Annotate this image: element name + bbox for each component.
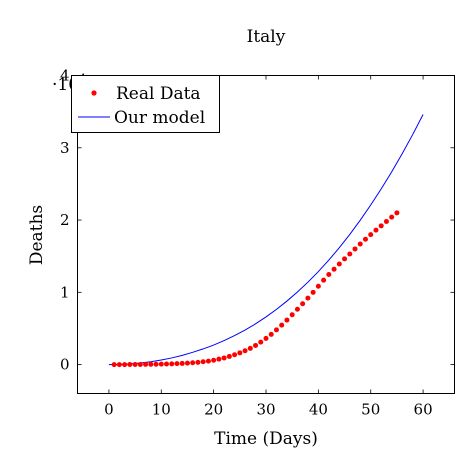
real-data-point [122,362,128,368]
y-axis-label: Deaths [27,205,47,265]
real-data-point [284,317,290,323]
real-data-point [305,295,311,301]
y-tick-label: 2 [60,211,70,229]
real-data-point [153,361,159,367]
real-data-point [200,359,206,365]
real-data-point [268,331,274,337]
real-data-point [378,223,384,229]
real-data-point [331,266,337,272]
real-data-point [190,360,196,366]
real-data-point [211,357,217,363]
real-data-point [158,361,164,367]
real-data-point [300,301,306,307]
real-data-point [263,335,269,341]
real-data-point [342,256,348,262]
real-data-point [321,277,327,283]
real-data-point [169,361,175,367]
real-data-point [315,283,321,289]
chart-title: Italy [247,27,286,47]
real-data-point [352,246,358,252]
real-data-point [357,241,363,247]
real-data-point [205,358,211,364]
real-data-point [258,339,264,345]
legend-label-our-model: Our model [114,108,205,128]
real-data-point [111,362,117,368]
real-data-point [362,236,368,242]
axis-ticks: 0 10 20 30 40 50 60 0 1 2 3 4 [60,67,455,419]
real-data-point [326,272,332,278]
real-data-point [373,227,379,233]
real-data-point [242,348,248,354]
real-data-point [127,362,133,368]
real-data-point [148,361,154,367]
real-data-point [394,210,400,216]
series-layer [108,114,424,368]
real-data-point [237,350,243,356]
real-data-point [132,362,138,368]
x-tick-label: 0 [104,401,114,419]
real-data-point [216,356,222,362]
legend-box [71,75,220,133]
x-tick-label: 60 [414,401,433,419]
real-data-point [389,214,395,220]
model-line [108,114,424,366]
real-data-point [184,360,190,366]
real-data-point [253,342,259,348]
real-data-point [336,261,342,267]
real-data-point [279,322,285,328]
legend-marker-real-data [91,90,97,96]
x-tick-label: 20 [204,401,223,419]
x-axis-label: Time (Days) [214,429,318,449]
x-tick-label: 40 [309,401,328,419]
real-data-point [174,361,180,367]
x-tick-label: 50 [361,401,380,419]
y-tick-label: 0 [60,356,70,374]
real-data-point [137,361,143,367]
y-tick-label: 4 [60,67,70,85]
y-tick-label: 1 [60,283,70,301]
real-data-point [347,251,353,257]
y-tick-label: 3 [60,139,70,157]
x-tick-label: 10 [152,401,171,419]
real-data-point [247,345,253,351]
plot-area: 0 10 20 30 40 50 60 0 1 2 3 4 [60,67,455,419]
legend: Real Data Our model [71,75,220,133]
real-data-point [232,352,238,358]
real-data-point [310,289,316,295]
real-data-point [179,360,185,366]
real-data-point [226,353,232,359]
real-data-point [164,361,170,367]
real-data-point [294,306,300,312]
legend-label-real-data: Real Data [116,84,201,104]
real-data-point [273,327,279,333]
real-data-point [116,362,122,368]
real-data-point [289,312,295,318]
real-data-point [143,361,149,367]
real-data-point [221,355,227,361]
real-data-point [368,232,374,238]
real-data-point [383,218,389,224]
real-data-point [195,359,201,365]
x-tick-label: 30 [256,401,275,419]
